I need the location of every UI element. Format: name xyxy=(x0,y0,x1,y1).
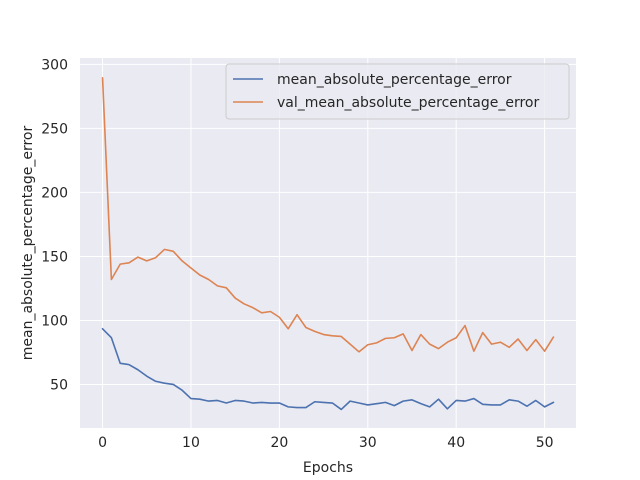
series-line-1 xyxy=(101,77,555,353)
x-tick-label: 20 xyxy=(270,435,288,451)
x-tick-label: 40 xyxy=(447,435,465,451)
plot-background xyxy=(80,58,576,428)
y-tick-label: 200 xyxy=(41,185,68,201)
y-tick-label: 150 xyxy=(41,249,68,265)
x-tick-label: 50 xyxy=(536,435,554,451)
series-line-0 xyxy=(101,327,555,411)
x-tick-label: 10 xyxy=(182,435,200,451)
legend-label-series-1: val_mean_absolute_percentage_error xyxy=(277,95,539,111)
y-tick-label: 100 xyxy=(41,313,68,329)
y-axis-label: mean_absolute_percentage_error xyxy=(20,126,36,361)
legend-label-series-0: mean_absolute_percentage_error xyxy=(277,72,512,88)
grid-lines xyxy=(80,58,576,428)
x-axis-label: Epochs xyxy=(303,460,353,476)
x-tick-label: 30 xyxy=(359,435,377,451)
x-tick-label: 0 xyxy=(98,435,107,451)
legend: mean_absolute_percentage_error val_mean_… xyxy=(225,63,570,120)
y-tick-label: 250 xyxy=(41,121,68,137)
legend-box xyxy=(225,63,570,120)
series-layer xyxy=(101,77,555,411)
y-tick-label: 300 xyxy=(41,57,68,73)
tick-labels: 0 10 20 30 40 50 50 100 150 200 250 300 xyxy=(41,57,553,451)
y-tick-label: 50 xyxy=(50,377,68,393)
